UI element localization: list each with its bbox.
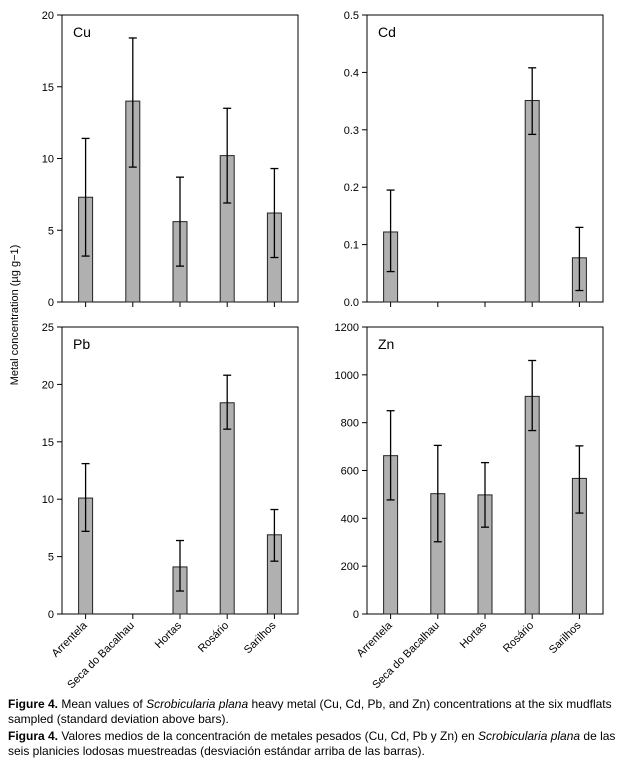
y-tick-label: 0.5 [344,10,359,22]
bar-pb-4 [219,402,235,615]
y-tick-label: 10 [42,154,54,166]
x-category-label: Arrentela [355,619,396,660]
y-tick-label: 0 [48,609,54,621]
figure-panels: Metal concentration (µg g−1) 05101520Cu0… [9,10,604,690]
caption-en-label: Figure 4. [8,697,59,711]
y-tick-label: 400 [341,513,359,525]
y-tick-label: 600 [341,466,359,478]
x-category-label: Arrentela [50,619,91,660]
y-tick-label: 800 [341,418,359,430]
panel-cu: 0 5 10 15 20 Cu [42,10,299,309]
panel-title: Cu [73,24,91,40]
y-tick-label: 0.4 [344,67,359,79]
y-tick-label: 0 [353,609,359,621]
y-tick-label: 0.3 [344,125,359,137]
y-tick-label: 1200 [335,322,359,334]
y-tick-label: 200 [341,561,359,573]
y-tick-label: 0.0 [344,297,359,309]
y-tick-label: 5 [48,225,54,237]
caption-en-species: Scrobicularia plana [146,697,249,711]
y-tick-label: 0.2 [344,182,359,194]
caption-es-post: de las seis planicies lodosas muestreada… [8,729,616,758]
caption-es-species: Scrobicularia plana [478,729,581,743]
y-tick-label: 0.1 [344,240,359,252]
y-tick-label: 20 [42,379,54,391]
y-tick-label: 15 [42,437,54,449]
x-category-label: Rosário [501,620,536,655]
y-tick-label: 10 [42,494,54,506]
panel-title: Pb [73,336,90,352]
y-tick-label: 5 [48,552,54,564]
y-tick-label: 25 [42,322,54,334]
y-axis-label: Metal concentration (µg g−1) [9,245,21,386]
x-category-label: Sarilhos [547,619,584,656]
x-category-label: Hortas [153,619,185,651]
caption-english: Figure 4. Mean values of Scrobicularia p… [8,697,618,726]
y-tick-label: 0 [48,297,54,309]
caption-spanish: Figura 4. Valores medios de la concentra… [8,729,618,758]
y-tick-label: 15 [42,82,54,94]
caption-es-label: Figura 4. [8,729,59,743]
caption-es-pre: Valores medios de la concentración de me… [58,729,479,743]
x-category-label: Sarilhos [242,619,279,656]
panel-title: Cd [378,24,396,40]
panel-cd: 0.0 0.1 0.2 0.3 0.4 0.5 Cd [344,10,604,309]
panel-title: Zn [378,336,394,352]
y-tick-label: 1000 [335,370,359,382]
y-tick-label: 20 [42,10,54,22]
caption-en-pre: Mean values of [58,697,147,711]
panel-frame [366,14,604,303]
caption-en-post: heavy metal (Cu, Cd, Pb, and Zn) concent… [8,697,612,726]
x-category-label: Hortas [458,619,490,651]
x-category-label: Rosário [196,620,231,655]
